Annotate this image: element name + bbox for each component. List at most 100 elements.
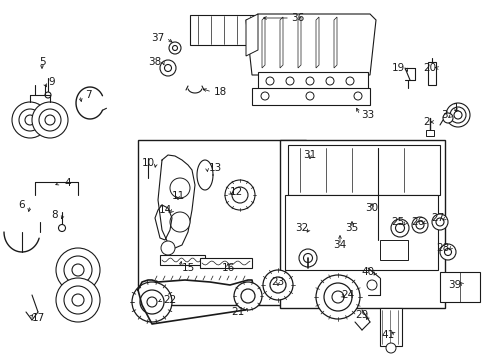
Polygon shape — [285, 195, 437, 270]
Circle shape — [45, 92, 51, 98]
Text: 38: 38 — [148, 57, 162, 67]
Text: 28: 28 — [435, 243, 448, 253]
Text: 8: 8 — [52, 210, 58, 220]
Text: 3: 3 — [440, 110, 447, 120]
Circle shape — [147, 297, 157, 307]
Circle shape — [160, 60, 176, 76]
Circle shape — [224, 180, 254, 210]
Circle shape — [72, 294, 84, 306]
Circle shape — [172, 45, 177, 50]
Text: 10: 10 — [141, 158, 154, 168]
Circle shape — [366, 280, 376, 290]
Circle shape — [346, 77, 353, 85]
Text: 35: 35 — [345, 223, 358, 233]
Text: 15: 15 — [181, 263, 194, 273]
Circle shape — [164, 64, 171, 72]
Text: 41: 41 — [381, 330, 394, 340]
Circle shape — [39, 109, 61, 131]
Polygon shape — [245, 14, 375, 75]
Text: 20: 20 — [423, 63, 436, 73]
Text: 2: 2 — [423, 117, 429, 127]
Text: 25: 25 — [390, 217, 404, 227]
Circle shape — [303, 253, 312, 262]
Text: 11: 11 — [171, 191, 184, 201]
Text: 18: 18 — [213, 87, 226, 97]
Circle shape — [442, 113, 452, 123]
Circle shape — [261, 92, 268, 100]
Text: 24: 24 — [341, 290, 354, 300]
Circle shape — [12, 102, 48, 138]
Polygon shape — [280, 17, 283, 68]
Text: 34: 34 — [333, 240, 346, 250]
Circle shape — [439, 244, 455, 260]
Circle shape — [64, 256, 92, 284]
Circle shape — [169, 42, 181, 54]
Text: 14: 14 — [158, 205, 171, 215]
Text: 17: 17 — [31, 313, 44, 323]
Text: 13: 13 — [208, 163, 221, 173]
Circle shape — [132, 282, 172, 322]
Circle shape — [170, 212, 190, 232]
Text: 22: 22 — [163, 295, 176, 305]
Circle shape — [315, 275, 359, 319]
Circle shape — [325, 77, 333, 85]
Polygon shape — [251, 88, 369, 105]
Circle shape — [269, 277, 285, 293]
Circle shape — [353, 92, 361, 100]
Polygon shape — [200, 258, 251, 268]
Text: 40: 40 — [361, 267, 374, 277]
Text: 1: 1 — [452, 103, 458, 113]
Circle shape — [234, 282, 262, 310]
Circle shape — [72, 264, 84, 276]
Circle shape — [32, 102, 68, 138]
Text: 26: 26 — [410, 217, 424, 227]
Text: 27: 27 — [430, 213, 444, 223]
Bar — [258, 72, 367, 90]
Circle shape — [395, 224, 404, 233]
Circle shape — [298, 249, 316, 267]
Bar — [138, 140, 305, 305]
Circle shape — [385, 343, 395, 353]
Text: 9: 9 — [49, 77, 55, 87]
Circle shape — [45, 115, 55, 125]
Text: 30: 30 — [365, 203, 378, 213]
Text: 23: 23 — [271, 277, 284, 287]
Polygon shape — [160, 255, 204, 265]
Text: 12: 12 — [229, 187, 242, 197]
Circle shape — [231, 187, 247, 203]
Polygon shape — [297, 17, 301, 68]
Circle shape — [324, 283, 351, 311]
Circle shape — [56, 278, 100, 322]
Polygon shape — [315, 17, 318, 68]
Text: 7: 7 — [84, 90, 91, 100]
Text: 36: 36 — [291, 13, 304, 23]
Circle shape — [305, 77, 313, 85]
Text: 39: 39 — [447, 280, 461, 290]
Text: 5: 5 — [39, 57, 45, 67]
Circle shape — [285, 77, 293, 85]
Polygon shape — [287, 145, 439, 195]
Polygon shape — [427, 62, 435, 85]
Circle shape — [19, 109, 41, 131]
Text: 37: 37 — [151, 33, 164, 43]
Text: 32: 32 — [295, 223, 308, 233]
Circle shape — [25, 115, 35, 125]
Text: 16: 16 — [221, 263, 234, 273]
Circle shape — [305, 92, 313, 100]
Bar — [439, 272, 479, 302]
Circle shape — [263, 270, 292, 300]
Polygon shape — [333, 17, 336, 68]
Circle shape — [415, 221, 423, 229]
Circle shape — [331, 291, 343, 303]
Text: 19: 19 — [390, 63, 404, 73]
Bar — [379, 240, 407, 260]
Circle shape — [449, 107, 465, 123]
Circle shape — [435, 218, 443, 226]
Circle shape — [140, 290, 163, 314]
Circle shape — [444, 248, 450, 256]
Bar — [425, 130, 433, 136]
Circle shape — [241, 289, 254, 303]
Circle shape — [390, 219, 408, 237]
Text: 31: 31 — [303, 150, 316, 160]
Circle shape — [411, 217, 427, 233]
